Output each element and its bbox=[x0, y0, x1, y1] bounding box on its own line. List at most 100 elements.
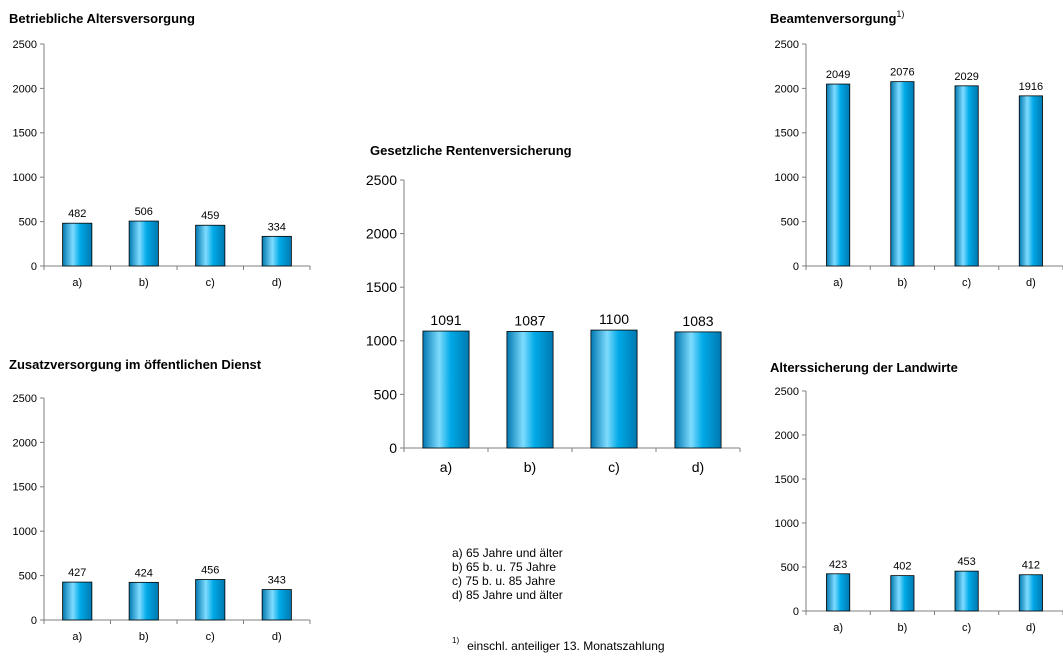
bar bbox=[954, 570, 979, 612]
x-tick-label: b) bbox=[139, 631, 149, 643]
bar bbox=[674, 331, 722, 449]
bar bbox=[62, 581, 93, 621]
y-tick-label: 500 bbox=[19, 216, 37, 228]
y-tick-label: 0 bbox=[31, 261, 37, 273]
bar-chart-plot: 0 500 1000 1500 2000 2500 2049 a) 2076 b) 2029 c) 19… bbox=[775, 39, 1063, 289]
x-tick-label: a) bbox=[833, 622, 843, 634]
data-label: 334 bbox=[268, 221, 286, 233]
bar-chart-plot: 0 500 1000 1500 2000 2500 482 a) 506 b) 459 c) 334 d) bbox=[13, 39, 311, 289]
y-tick-label: 500 bbox=[374, 386, 398, 402]
y-tick-label: 500 bbox=[781, 562, 799, 574]
legend-item: d) 85 Jahre und älter bbox=[452, 588, 563, 602]
bar bbox=[195, 224, 226, 267]
data-label: 1100 bbox=[599, 311, 629, 327]
y-tick-label: 2500 bbox=[775, 386, 799, 398]
y-tick-label: 500 bbox=[19, 570, 37, 582]
y-tick-label: 2500 bbox=[775, 39, 799, 51]
bar bbox=[261, 589, 292, 621]
data-label: 343 bbox=[268, 575, 286, 587]
y-tick-label: 1500 bbox=[13, 482, 37, 494]
y-tick-label: 1000 bbox=[775, 518, 799, 530]
data-label: 2076 bbox=[890, 67, 914, 79]
data-label: 424 bbox=[135, 567, 153, 579]
x-tick-label: a) bbox=[72, 277, 82, 289]
footnote-marker: 1) bbox=[896, 9, 905, 19]
y-tick-label: 2000 bbox=[13, 437, 37, 449]
chart-title: Gesetzliche Rentenversicherung bbox=[370, 143, 572, 158]
data-label: 423 bbox=[829, 559, 847, 571]
x-tick-label: c) bbox=[962, 622, 971, 634]
x-tick-label: d) bbox=[272, 277, 282, 289]
legend-item: b) 65 b. u. 75 Jahre bbox=[452, 560, 557, 574]
bar-chart-plot: 0 500 1000 1500 2000 2500 1091 a) 1087 b) 1100 c) 10… bbox=[366, 172, 741, 475]
footnote-marker: 1) bbox=[452, 636, 460, 645]
bar bbox=[261, 235, 292, 267]
x-tick-label: a) bbox=[440, 459, 452, 475]
footnote-text: einschl. anteiliger 13. Monatszahlung bbox=[467, 639, 665, 653]
y-tick-label: 1000 bbox=[13, 526, 37, 538]
data-label: 412 bbox=[1022, 560, 1040, 572]
bar-chart-plot: 0 500 1000 1500 2000 2500 427 a) 424 b) 456 c) 343 d) bbox=[13, 393, 311, 643]
y-tick-label: 0 bbox=[793, 606, 799, 618]
category-legend: a) 65 Jahre und älter b) 65 b. u. 75 Jah… bbox=[452, 546, 563, 602]
data-label: 1916 bbox=[1019, 81, 1043, 93]
y-tick-label: 2500 bbox=[13, 393, 37, 405]
x-tick-label: b) bbox=[897, 622, 907, 634]
y-tick-label: 500 bbox=[781, 216, 799, 228]
bar bbox=[826, 573, 851, 612]
y-tick-label: 2000 bbox=[775, 430, 799, 442]
bar bbox=[128, 581, 159, 621]
x-tick-label: c) bbox=[608, 459, 620, 475]
bar bbox=[506, 331, 554, 449]
x-tick-label: c) bbox=[206, 631, 215, 643]
x-tick-label: a) bbox=[833, 277, 843, 289]
y-tick-label: 2500 bbox=[13, 39, 37, 51]
chart-title: Betriebliche Altersversorgung bbox=[9, 11, 195, 26]
bar bbox=[1018, 95, 1043, 267]
bar bbox=[128, 220, 159, 267]
chart-title: Beamtenversorgung1) bbox=[770, 9, 905, 26]
x-tick-label: b) bbox=[524, 459, 536, 475]
data-label: 1091 bbox=[430, 312, 461, 328]
x-tick-label: b) bbox=[897, 277, 907, 289]
y-tick-label: 1000 bbox=[775, 172, 799, 184]
y-tick-label: 1000 bbox=[13, 172, 37, 184]
data-label: 459 bbox=[201, 210, 219, 222]
y-tick-label: 2500 bbox=[366, 172, 397, 188]
chart-title: Zusatzversorgung im öffentlichen Dienst bbox=[9, 357, 262, 372]
bar bbox=[890, 81, 915, 267]
x-tick-label: a) bbox=[72, 631, 82, 643]
y-tick-label: 0 bbox=[389, 440, 397, 456]
x-tick-label: d) bbox=[1026, 277, 1036, 289]
data-label: 2049 bbox=[826, 69, 850, 81]
chart-title: Alterssicherung der Landwirte bbox=[770, 360, 958, 375]
bar bbox=[62, 222, 93, 267]
data-label: 482 bbox=[68, 208, 86, 220]
x-tick-label: d) bbox=[272, 631, 282, 643]
x-tick-label: b) bbox=[139, 277, 149, 289]
bar bbox=[422, 330, 470, 449]
y-tick-label: 2000 bbox=[775, 83, 799, 95]
data-label: 1083 bbox=[682, 313, 713, 329]
x-tick-label: c) bbox=[206, 277, 215, 289]
bar bbox=[954, 85, 979, 267]
y-tick-label: 0 bbox=[793, 261, 799, 273]
footnote: 1) einschl. anteiliger 13. Monatszahlung bbox=[452, 636, 665, 653]
x-tick-label: d) bbox=[692, 459, 704, 475]
y-tick-label: 0 bbox=[31, 615, 37, 627]
y-tick-label: 1500 bbox=[366, 279, 397, 295]
bar bbox=[590, 329, 638, 449]
data-label: 453 bbox=[957, 556, 975, 568]
data-label: 506 bbox=[135, 206, 153, 218]
bar bbox=[826, 83, 851, 267]
data-label: 1087 bbox=[514, 312, 545, 328]
legend-item: c) 75 b. u. 85 Jahre bbox=[452, 574, 556, 588]
data-label: 402 bbox=[893, 561, 911, 573]
y-tick-label: 2000 bbox=[13, 83, 37, 95]
y-tick-label: 1500 bbox=[775, 128, 799, 140]
x-tick-label: c) bbox=[962, 277, 971, 289]
bar bbox=[890, 575, 915, 612]
data-label: 2029 bbox=[954, 71, 978, 83]
y-tick-label: 1500 bbox=[775, 474, 799, 486]
